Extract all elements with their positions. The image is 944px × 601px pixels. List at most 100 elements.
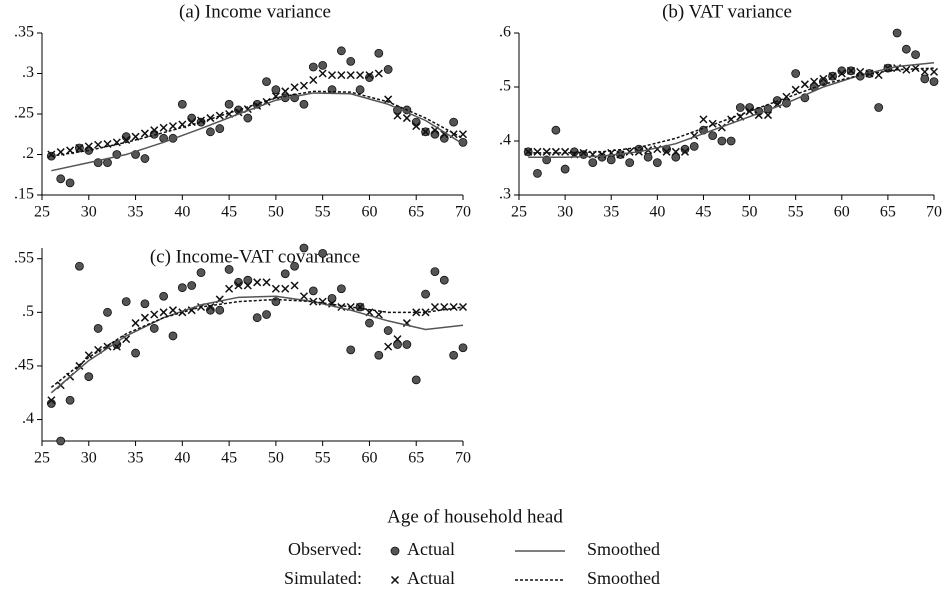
y-tick-label: .2 bbox=[22, 145, 34, 162]
x-point bbox=[828, 72, 837, 81]
x-tick-label: 25 bbox=[34, 450, 50, 467]
point bbox=[458, 137, 468, 147]
point bbox=[346, 56, 356, 66]
y-tick-label: .3 bbox=[499, 186, 511, 203]
point bbox=[318, 61, 328, 70]
x-stroke bbox=[393, 111, 402, 120]
point bbox=[920, 74, 930, 84]
point bbox=[652, 158, 662, 168]
x-point bbox=[225, 284, 234, 293]
x-stroke bbox=[763, 111, 773, 120]
x-point bbox=[699, 115, 708, 124]
x-stroke bbox=[206, 302, 215, 312]
x-stroke bbox=[524, 147, 533, 156]
x-point bbox=[625, 147, 634, 156]
x-stroke bbox=[374, 69, 383, 78]
x-stroke bbox=[874, 71, 883, 80]
x-stroke bbox=[800, 80, 809, 89]
x-point bbox=[253, 278, 262, 287]
x-point bbox=[911, 64, 920, 73]
point bbox=[224, 265, 234, 274]
x-stroke bbox=[699, 115, 708, 124]
x-point bbox=[412, 308, 421, 317]
x-stroke bbox=[131, 319, 140, 328]
x-stroke bbox=[365, 71, 374, 80]
point bbox=[717, 136, 727, 146]
point bbox=[290, 261, 300, 271]
x-tick-label: 40 bbox=[174, 204, 190, 221]
x-point bbox=[524, 147, 533, 156]
x-tick-label: 60 bbox=[834, 204, 850, 221]
x-stroke bbox=[122, 335, 131, 344]
x-tick-label: 50 bbox=[268, 450, 284, 467]
x-point bbox=[402, 114, 411, 123]
x-point bbox=[47, 396, 56, 405]
point bbox=[588, 158, 598, 168]
point bbox=[606, 155, 616, 165]
x-point bbox=[281, 284, 290, 293]
x-stroke bbox=[253, 278, 262, 287]
point bbox=[449, 350, 459, 360]
point bbox=[680, 144, 690, 154]
point bbox=[177, 99, 187, 109]
x-stroke bbox=[150, 126, 159, 135]
x-stroke bbox=[561, 147, 570, 156]
point bbox=[449, 117, 459, 127]
x-point bbox=[356, 71, 365, 80]
x-tick-label: 65 bbox=[408, 450, 424, 467]
x-stroke bbox=[299, 81, 308, 90]
point bbox=[346, 345, 356, 355]
point bbox=[533, 168, 542, 178]
legend-label: Observed: bbox=[288, 539, 362, 559]
x-tick-label: 55 bbox=[788, 204, 804, 221]
x-stroke bbox=[215, 111, 224, 120]
x-stroke bbox=[773, 100, 782, 109]
point bbox=[93, 324, 103, 333]
x-point bbox=[374, 69, 383, 78]
x-point bbox=[800, 80, 809, 89]
point bbox=[65, 178, 75, 188]
point bbox=[159, 291, 169, 301]
point bbox=[402, 340, 412, 349]
x-tick-label: 55 bbox=[315, 204, 331, 221]
smoothed-line bbox=[50, 298, 464, 388]
point bbox=[365, 73, 374, 82]
y-tick-label: .25 bbox=[14, 105, 34, 122]
x-point bbox=[131, 132, 140, 141]
x-tick-label: 35 bbox=[128, 204, 144, 221]
point bbox=[411, 375, 421, 385]
x-stroke bbox=[337, 302, 346, 312]
panel-title: (b) VAT variance bbox=[662, 1, 792, 22]
legend-label: Simulated: bbox=[284, 568, 362, 588]
x-point bbox=[47, 150, 56, 159]
point bbox=[818, 77, 828, 86]
x-stroke bbox=[911, 64, 920, 73]
x-stroke bbox=[281, 87, 290, 96]
x-point bbox=[271, 92, 280, 101]
x-point bbox=[393, 111, 402, 120]
y-tick-label: .5 bbox=[22, 303, 34, 320]
x-point bbox=[206, 302, 215, 312]
smoothed-line bbox=[528, 67, 935, 154]
point bbox=[149, 129, 159, 139]
point bbox=[708, 131, 718, 141]
point bbox=[551, 125, 561, 135]
x-stroke bbox=[337, 71, 346, 80]
x-tick-label: 30 bbox=[557, 204, 573, 221]
point bbox=[243, 275, 253, 285]
point bbox=[196, 268, 206, 278]
x-tick-label: 65 bbox=[408, 204, 424, 221]
x-tick-label: 70 bbox=[926, 204, 942, 221]
legend-marker bbox=[390, 575, 400, 585]
x-stroke bbox=[828, 72, 837, 81]
x-stroke bbox=[662, 147, 671, 156]
point bbox=[84, 372, 94, 382]
x-point bbox=[929, 67, 939, 76]
x-tick-label: 45 bbox=[221, 204, 237, 221]
point bbox=[874, 103, 884, 112]
x-stroke bbox=[551, 147, 560, 156]
x-point bbox=[837, 69, 846, 78]
x-point bbox=[103, 139, 112, 149]
x-stroke bbox=[846, 66, 856, 75]
